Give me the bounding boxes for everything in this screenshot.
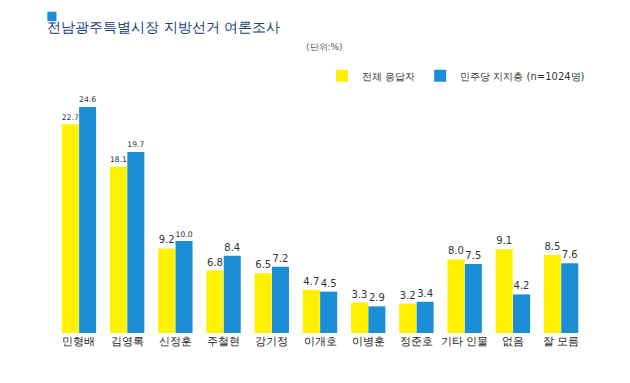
svg-text:민주당 지지층 (n=1024명): 민주당 지지층 (n=1024명) [460,71,584,82]
svg-text:6.5: 6.5 [255,259,271,270]
svg-text:22.7: 22.7 [62,113,79,122]
svg-text:3.4: 3.4 [417,288,433,299]
svg-text:민형배: 민형배 [62,335,95,348]
svg-text:이병훈: 이병훈 [352,335,385,348]
svg-text:8.5: 8.5 [544,241,560,252]
svg-text:이개호: 이개호 [304,335,337,348]
svg-text:잘 모름: 잘 모름 [543,335,580,348]
svg-text:7.2: 7.2 [273,253,289,264]
svg-text:2.9: 2.9 [369,292,385,303]
svg-text:3.3: 3.3 [352,289,368,300]
svg-text:7.6: 7.6 [562,249,578,260]
svg-text:정준호: 정준호 [400,335,433,348]
svg-text:전남광주특별시장 지방선거 여론조사: 전남광주특별시장 지방선거 여론조사 [47,19,280,35]
svg-text:기타 인물: 기타 인물 [441,335,489,348]
svg-text:전체 응답자: 전체 응답자 [362,71,415,82]
svg-text:4.2: 4.2 [514,280,530,291]
svg-text:강기정: 강기정 [255,335,288,348]
svg-text:주철현: 주철현 [207,335,240,348]
svg-text:(단위:%): (단위:%) [306,42,343,52]
svg-text:3.2: 3.2 [400,290,416,301]
svg-text:24.6: 24.6 [79,95,96,104]
svg-text:19.7: 19.7 [127,140,144,149]
svg-text:8.4: 8.4 [224,242,240,253]
svg-text:9.2: 9.2 [159,234,175,245]
svg-text:김영록: 김영록 [111,335,144,348]
svg-text:신정훈: 신정훈 [159,335,192,348]
svg-text:18.1: 18.1 [110,155,127,164]
svg-text:6.8: 6.8 [207,257,223,268]
svg-text:9.1: 9.1 [496,235,512,246]
svg-text:7.5: 7.5 [465,250,481,261]
svg-text:없음: 없음 [502,335,524,348]
svg-text:8.0: 8.0 [448,245,464,256]
svg-text:4.7: 4.7 [303,276,319,287]
svg-text:10.0: 10.0 [176,230,193,239]
svg-text:4.5: 4.5 [321,278,337,289]
